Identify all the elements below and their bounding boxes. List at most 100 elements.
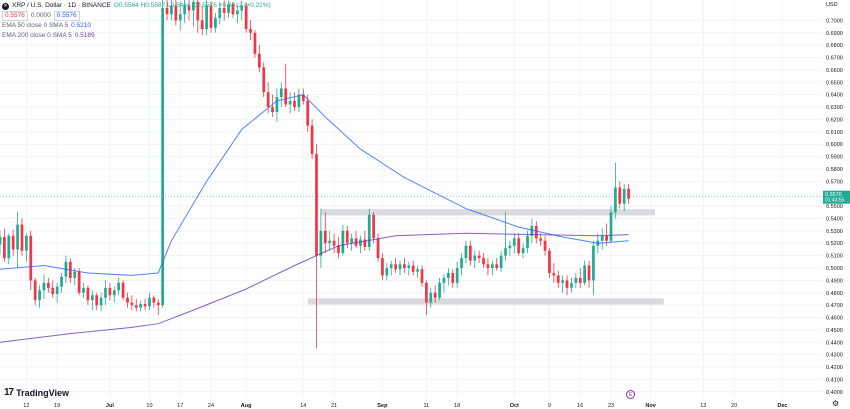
- price-tick-label: 0.5300: [826, 229, 843, 235]
- candle-body: [570, 282, 573, 288]
- candle-body: [372, 214, 375, 239]
- candle-body: [600, 235, 604, 241]
- candle-body: [126, 297, 129, 303]
- candle-body: [354, 238, 358, 246]
- candle-body: [539, 238, 543, 241]
- sell-price[interactable]: 0.5576: [2, 11, 28, 21]
- last-price-value: 0.5576: [825, 192, 842, 198]
- candle-body: [187, 5, 191, 11]
- candle-body: [306, 100, 310, 126]
- symbol-title[interactable]: XRP / U.S. Dollar · 1D · BINANCE: [12, 2, 111, 9]
- candle-body: [214, 17, 217, 28]
- candle-body: [104, 287, 107, 298]
- price-tick-label: 0.6400: [826, 93, 843, 99]
- time-tick-label: 16: [577, 403, 583, 409]
- candle-body: [614, 187, 617, 213]
- candlestick-series: [0, 0, 630, 349]
- candle-body: [205, 5, 208, 30]
- candle-body: [473, 255, 477, 261]
- price-tick-label: 0.4900: [826, 278, 843, 284]
- candle-body: [227, 4, 230, 13]
- price-tick-label: 0.5000: [826, 266, 843, 272]
- ema50-value: 0.5210: [71, 22, 92, 29]
- candle-body: [332, 240, 336, 246]
- candle-body: [323, 230, 327, 244]
- candle-body: [482, 258, 485, 265]
- candle-body: [561, 280, 565, 283]
- last-price-box: [823, 190, 850, 204]
- gear-icon[interactable]: ⚙: [832, 399, 840, 408]
- candle-body: [156, 302, 160, 306]
- price-axis-bg: [822, 0, 850, 409]
- candle-body: [451, 272, 455, 283]
- time-tick-label: Oct: [510, 403, 519, 409]
- tradingview-logo[interactable]: 17 TradingView: [4, 387, 69, 398]
- candle-body: [578, 277, 582, 283]
- candle-body: [455, 268, 459, 283]
- time-tick-label: 9: [548, 403, 551, 409]
- candle-body: [152, 297, 156, 303]
- ema200-label[interactable]: EMA 200 close 0 SMA 5: [2, 32, 72, 39]
- candle-body: [284, 88, 288, 105]
- tradingview-name: TradingView: [16, 387, 69, 398]
- candle-body: [464, 245, 468, 259]
- time-tick-label: 12: [23, 403, 29, 409]
- time-tick-label: Dec: [777, 403, 787, 409]
- candle-body: [407, 265, 411, 268]
- candle-body: [425, 282, 428, 303]
- candle-body: [174, 5, 178, 21]
- candle-body: [398, 264, 402, 270]
- candle-body: [499, 255, 503, 268]
- chart-grid: [0, 0, 822, 398]
- price-tick-label: 0.5100: [826, 254, 843, 260]
- currency-label[interactable]: USD: [826, 2, 838, 8]
- candle-body: [288, 100, 292, 105]
- candle-body: [442, 277, 446, 283]
- candle-body: [345, 230, 349, 244]
- candle-body: [363, 239, 367, 247]
- candle-body: [534, 225, 538, 239]
- earnings-event-icon[interactable]: E: [626, 390, 635, 399]
- price-tick-label: 0.6600: [826, 68, 843, 74]
- support-resistance-zones: [307, 209, 664, 305]
- time-tick-label: Sep: [377, 403, 388, 409]
- candle-body: [416, 269, 419, 272]
- ema50-label[interactable]: EMA 50 close 0 SMA 5: [2, 22, 69, 29]
- candle-body: [403, 264, 406, 268]
- price-tick-label: 0.6200: [826, 117, 843, 123]
- candle-body: [495, 264, 499, 268]
- candle-body: [328, 240, 332, 244]
- candle-body: [279, 88, 283, 98]
- candle-body: [222, 8, 226, 13]
- candle-body: [108, 287, 112, 296]
- candle-body: [552, 272, 556, 276]
- price-tick-label: 0.4000: [826, 390, 843, 396]
- candle-body: [257, 53, 261, 68]
- candle-body: [90, 295, 94, 301]
- candle-body: [315, 154, 318, 256]
- candle-body: [170, 5, 173, 15]
- candle-body: [359, 239, 362, 246]
- price-tick-label: 0.5500: [826, 204, 843, 210]
- candle-body: [60, 276, 63, 287]
- candle-body: [86, 287, 90, 301]
- price-tick-label: 0.5700: [826, 179, 843, 185]
- candle-body: [165, 8, 169, 15]
- candle-body: [196, 1, 200, 21]
- candle-body: [38, 290, 41, 301]
- candle-body: [490, 264, 494, 268]
- buy-price[interactable]: 0.5576: [53, 11, 80, 21]
- price-tick-label: 0.5800: [826, 167, 843, 173]
- candle-body: [148, 297, 151, 307]
- price-tick-label: 0.6100: [826, 130, 843, 136]
- candle-body: [394, 264, 397, 270]
- candle-body: [367, 214, 371, 247]
- candle-body: [112, 290, 116, 296]
- candle-body: [249, 29, 252, 33]
- candle-body: [33, 280, 37, 301]
- candle-body: [192, 1, 195, 11]
- candle-body: [605, 235, 608, 241]
- candle-body: [521, 248, 525, 254]
- xrp-logo-icon: ✕: [2, 2, 9, 10]
